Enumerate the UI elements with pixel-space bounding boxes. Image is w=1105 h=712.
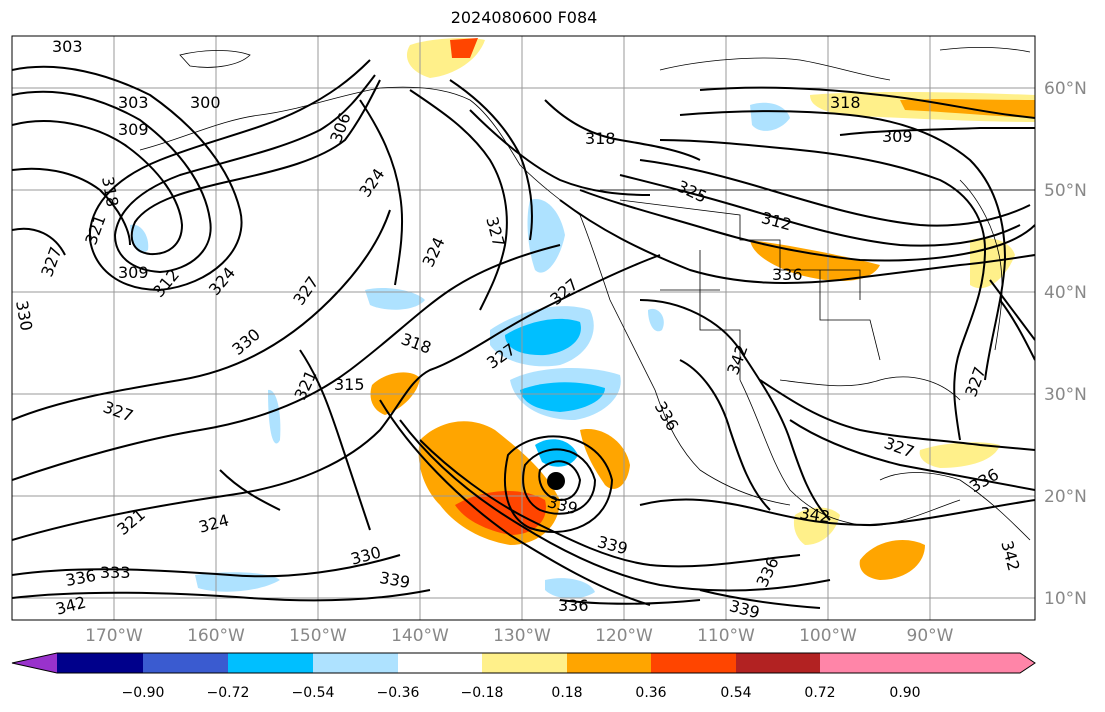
longitude-label: 100°W bbox=[799, 626, 857, 646]
longitude-label: 170°W bbox=[85, 626, 143, 646]
colorbar-segment bbox=[398, 653, 482, 673]
contour-label: 336 bbox=[772, 265, 803, 284]
negative-anomaly-region bbox=[545, 578, 595, 599]
latitude-label: 10°N bbox=[1044, 589, 1087, 609]
colorbar-tick-labels: −0.90 −0.72 −0.54 −0.36 −0.18 0.18 0.36 … bbox=[122, 685, 921, 701]
longitude-label: 160°W bbox=[187, 626, 245, 646]
colorbar-segment bbox=[651, 653, 736, 673]
colorbar-tick-label: 0.90 bbox=[889, 685, 920, 701]
latitude-label: 20°N bbox=[1044, 487, 1087, 507]
contour-label: 303 bbox=[118, 93, 149, 112]
positive-anomaly-region bbox=[859, 540, 925, 580]
colorbar bbox=[11, 652, 1036, 674]
colorbar-segment bbox=[820, 653, 905, 673]
longitude-label: 90°W bbox=[907, 626, 954, 646]
contour-label: 318 bbox=[585, 129, 616, 148]
longitude-label: 110°W bbox=[697, 626, 755, 646]
positive-anomaly-region bbox=[919, 442, 1000, 468]
latitude-label: 60°N bbox=[1044, 79, 1087, 99]
colorbar-tick-label: 0.36 bbox=[635, 685, 666, 701]
negative-anomaly-region bbox=[268, 389, 281, 444]
colorbar-tick-label: 0.72 bbox=[804, 685, 835, 701]
colorbar-extend-high bbox=[905, 653, 1035, 673]
colorbar-segment bbox=[143, 653, 228, 673]
colorbar-tick-label: −0.72 bbox=[207, 685, 250, 701]
contour-label: 342 bbox=[798, 503, 831, 526]
negative-anomaly-core bbox=[535, 439, 578, 467]
colorbar-segment bbox=[313, 653, 398, 673]
longitude-label: 120°W bbox=[595, 626, 653, 646]
colorbar-segment bbox=[57, 653, 143, 673]
latitude-label: 40°N bbox=[1044, 283, 1087, 303]
latitude-labels: 60°N 50°N 40°N 30°N 20°N 10°N bbox=[1044, 79, 1087, 609]
colorbar-tick-label: −0.36 bbox=[377, 685, 420, 701]
colorbar-tick-label: −0.54 bbox=[292, 685, 335, 701]
contour-label: 309 bbox=[118, 263, 149, 282]
negative-anomaly-region bbox=[648, 308, 664, 332]
map-frame bbox=[11, 35, 1036, 621]
contour-label: 300 bbox=[190, 93, 221, 112]
colorbar-tick-label: −0.18 bbox=[461, 685, 504, 701]
longitude-label: 130°W bbox=[493, 626, 551, 646]
longitude-label: 150°W bbox=[289, 626, 347, 646]
contour-label: 315 bbox=[334, 375, 365, 394]
colorbar-tick-label: −0.90 bbox=[122, 685, 165, 701]
positive-anomaly-region bbox=[750, 240, 880, 282]
colorbar-segment bbox=[228, 653, 313, 673]
latitude-label: 30°N bbox=[1044, 385, 1087, 405]
negative-anomaly-region bbox=[527, 199, 565, 273]
map-title: 2024080600 F084 bbox=[450, 8, 598, 27]
colorbar-extend-low bbox=[12, 653, 57, 673]
longitude-label: 140°W bbox=[391, 626, 449, 646]
latitude-label: 50°N bbox=[1044, 181, 1087, 201]
contour-label: 309 bbox=[118, 120, 149, 139]
colorbar-tick-label: 0.18 bbox=[551, 685, 582, 701]
negative-anomaly-region bbox=[750, 102, 790, 131]
colorbar-segment bbox=[736, 653, 820, 673]
colorbar-tick-label: 0.54 bbox=[720, 685, 751, 701]
negative-anomaly-region bbox=[365, 288, 425, 310]
colorbar-segment bbox=[567, 653, 651, 673]
cyclone-center-marker bbox=[547, 472, 565, 490]
negative-anomaly-core bbox=[505, 318, 581, 356]
colorbar-segment bbox=[482, 653, 567, 673]
contour-label: 318 bbox=[830, 93, 861, 112]
contour-lines bbox=[12, 59, 1035, 609]
contour-label: 303 bbox=[52, 37, 83, 56]
coastlines bbox=[139, 46, 1035, 541]
longitude-labels: 170°W 160°W 150°W 140°W 130°W 120°W 110°… bbox=[85, 626, 954, 646]
positive-anomaly-region bbox=[580, 429, 630, 489]
contour-label: 336 bbox=[558, 596, 589, 615]
positive-anomaly-core bbox=[450, 38, 478, 58]
negative-anomaly-core bbox=[520, 382, 605, 412]
contour-label: 333 bbox=[100, 563, 131, 582]
contour-label: 309 bbox=[882, 127, 913, 146]
